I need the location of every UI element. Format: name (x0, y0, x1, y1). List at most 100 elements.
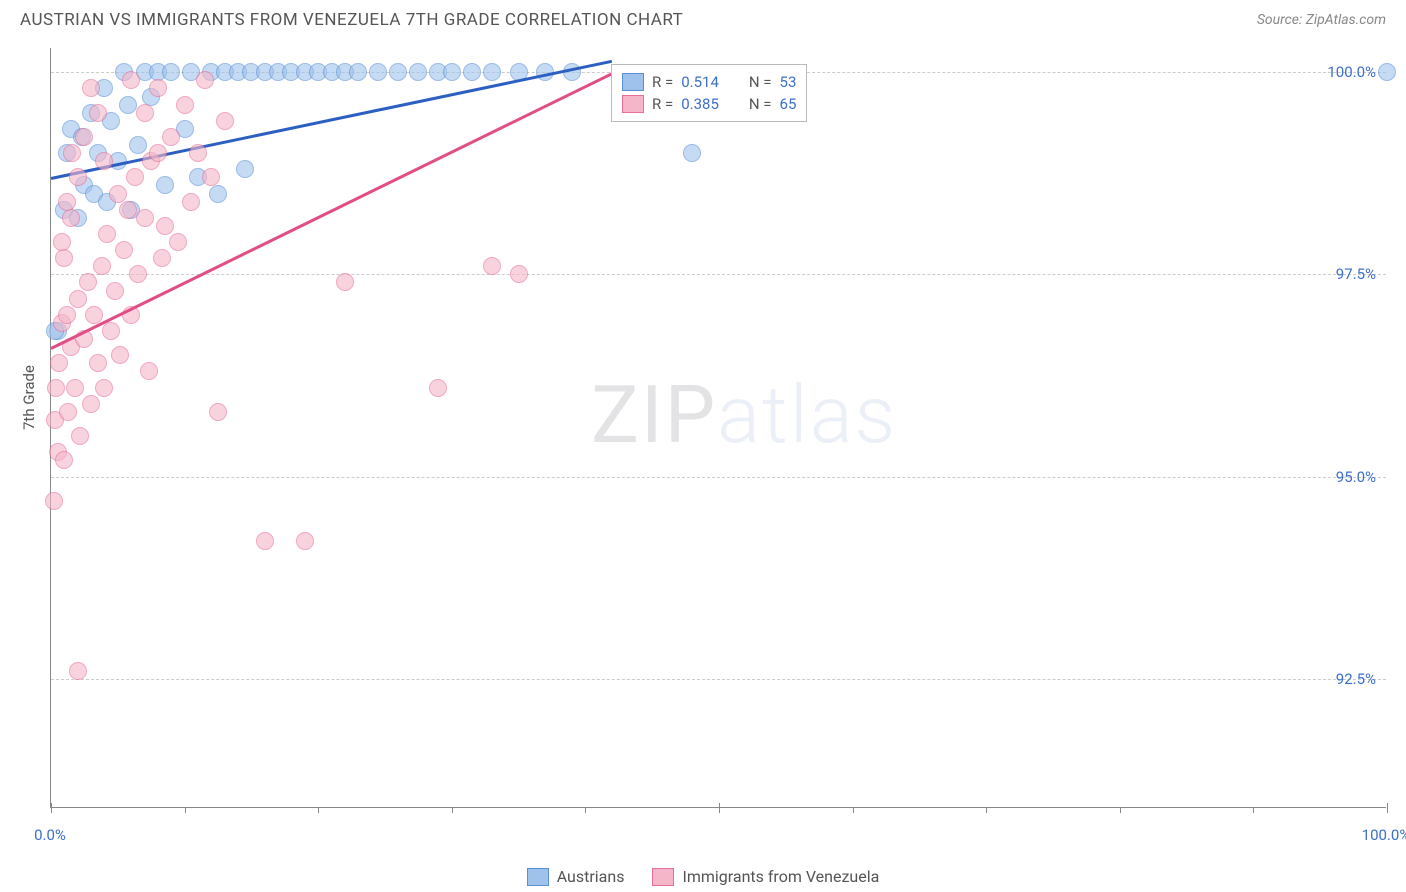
data-point (296, 532, 314, 550)
data-point (256, 532, 274, 550)
data-point (122, 71, 140, 89)
data-point (69, 290, 87, 308)
data-point (45, 492, 63, 510)
y-tick-label: 95.0% (1336, 468, 1376, 486)
data-point (82, 79, 100, 97)
data-point (89, 104, 107, 122)
x-tick (318, 807, 319, 813)
data-point (140, 362, 158, 380)
gridline (51, 274, 1386, 275)
data-point (162, 128, 180, 146)
series-swatch (622, 95, 644, 113)
data-point (55, 249, 73, 267)
data-point (58, 306, 76, 324)
legend-label: Austrians (557, 867, 625, 886)
watermark: ZIPatlas (591, 368, 897, 462)
data-point (169, 233, 187, 251)
y-tick-label: 97.5% (1336, 265, 1376, 283)
data-point (136, 104, 154, 122)
x-tick (185, 807, 186, 813)
series-swatch (622, 73, 644, 91)
data-point (129, 136, 147, 154)
data-point (69, 168, 87, 186)
data-point (683, 144, 701, 162)
x-tick-label: 100.0% (1362, 826, 1406, 844)
r-label: R = (652, 95, 673, 113)
data-point (59, 403, 77, 421)
series-swatch (527, 868, 549, 886)
correlation-stats-box: R = 0.514N = 53R = 0.385N = 65 (611, 64, 807, 122)
data-point (53, 233, 71, 251)
x-tick (719, 803, 720, 813)
x-tick (452, 807, 453, 813)
data-point (62, 209, 80, 227)
data-point (66, 379, 84, 397)
source-prefix: Source: (1257, 12, 1306, 28)
scatter-chart: ZIPatlas 100.0% 97.5% 95.0% 92.5% R = 0.514 N… (50, 48, 1386, 808)
data-point (156, 176, 174, 194)
data-point (153, 249, 171, 267)
data-point (202, 168, 220, 186)
data-point (82, 395, 100, 413)
data-point (47, 379, 65, 397)
stats-row: R = 0.514N = 53 (622, 71, 796, 93)
data-point (389, 63, 407, 81)
data-point (129, 265, 147, 283)
chart-header: AUSTRIAN VS IMMIGRANTS FROM VENEZUELA 7T… (0, 0, 1406, 38)
data-point (93, 257, 111, 275)
data-point (102, 322, 120, 340)
r-label: R = (652, 73, 673, 91)
data-point (111, 346, 129, 364)
watermark-right: atlas (717, 368, 897, 462)
y-tick-label: 92.5% (1336, 670, 1376, 688)
data-point (126, 168, 144, 186)
x-tick (1387, 803, 1388, 813)
data-point (209, 403, 227, 421)
x-tick (853, 807, 854, 813)
data-point (409, 63, 427, 81)
x-tick (585, 807, 586, 813)
x-tick-label: 0.0% (34, 826, 66, 844)
y-tick-label: 100.0% (1327, 63, 1376, 81)
data-point (95, 152, 113, 170)
data-point (176, 96, 194, 114)
data-point (106, 282, 124, 300)
data-point (209, 185, 227, 203)
source-attribution: Source: ZipAtlas.com (1257, 12, 1386, 28)
gridline (51, 679, 1386, 680)
r-value: 0.514 (681, 73, 719, 91)
data-point (236, 160, 254, 178)
n-label: N = (749, 73, 772, 91)
source-name: ZipAtlas.com (1306, 12, 1386, 28)
data-point (55, 451, 73, 469)
data-point (443, 63, 461, 81)
n-value: 65 (780, 95, 797, 113)
legend-item: Austrians (527, 867, 625, 886)
data-point (189, 144, 207, 162)
data-point (156, 217, 174, 235)
data-point (58, 193, 76, 211)
y-axis-label: 7th Grade (20, 365, 38, 430)
x-tick (51, 803, 52, 813)
data-point (109, 185, 127, 203)
data-point (149, 144, 167, 162)
watermark-left: ZIP (591, 368, 717, 462)
data-point (149, 79, 167, 97)
r-value: 0.385 (681, 95, 719, 113)
data-point (50, 354, 68, 372)
data-point (463, 63, 481, 81)
stats-row: R = 0.385N = 65 (622, 93, 796, 115)
data-point (369, 63, 387, 81)
data-point (85, 306, 103, 324)
data-point (336, 273, 354, 291)
gridline (51, 477, 1386, 478)
data-point (79, 273, 97, 291)
data-point (89, 354, 107, 372)
data-point (1378, 63, 1396, 81)
legend-label: Immigrants from Venezuela (682, 867, 879, 886)
x-tick (1120, 807, 1121, 813)
legend-item: Immigrants from Venezuela (652, 867, 879, 886)
series-swatch (652, 868, 674, 886)
data-point (95, 379, 113, 397)
data-point (162, 63, 180, 81)
